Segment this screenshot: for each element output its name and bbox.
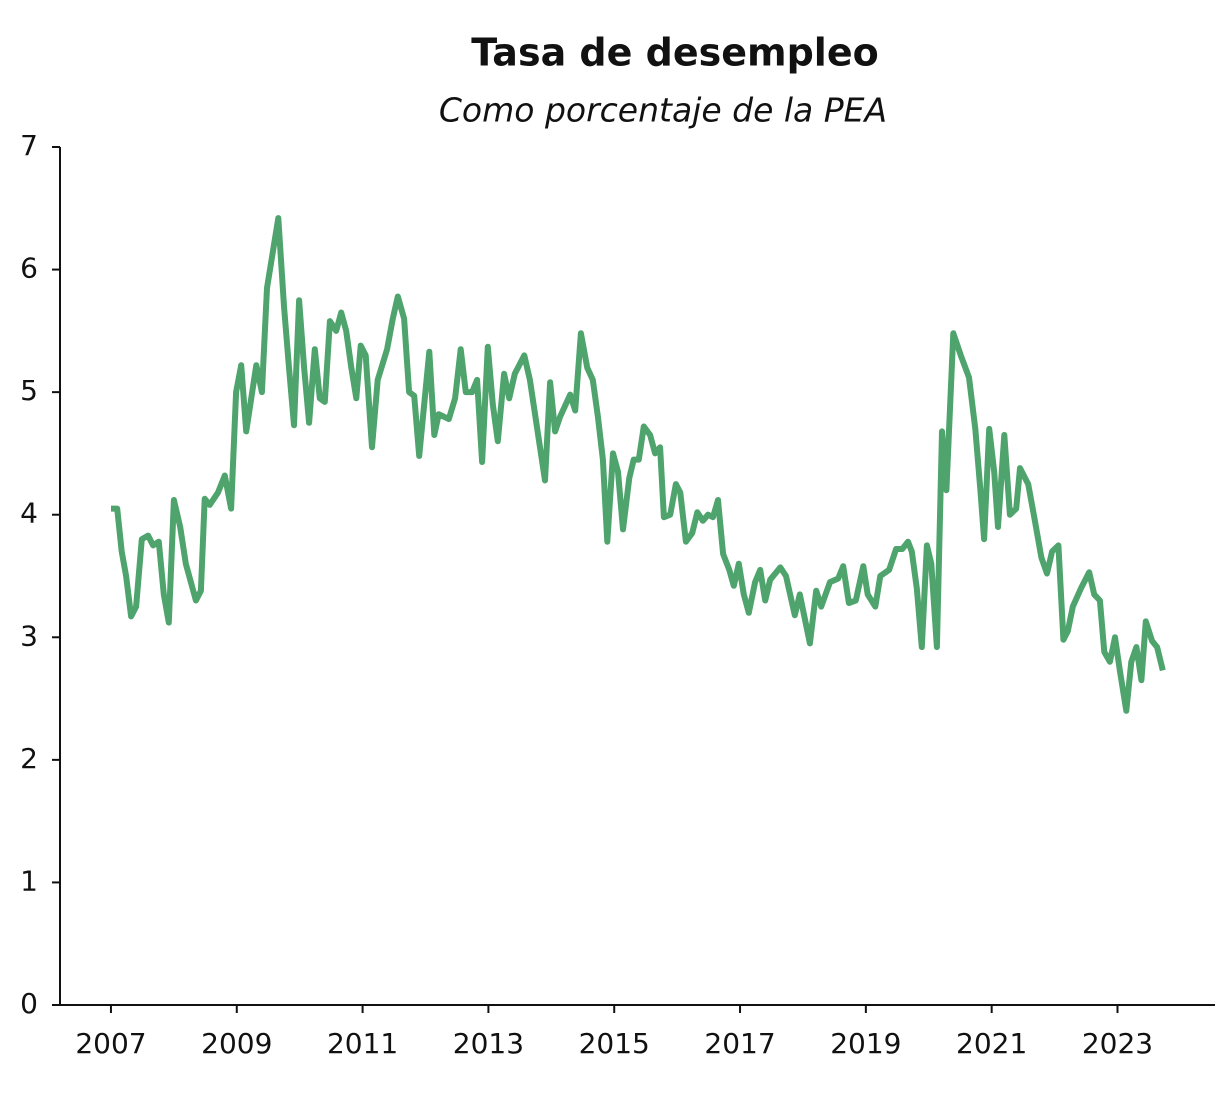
y-tick-label: 5 bbox=[20, 374, 38, 407]
x-tick-label: 2015 bbox=[579, 1027, 650, 1060]
chart-title: Tasa de desempleo bbox=[471, 31, 878, 75]
x-tick-label: 2021 bbox=[956, 1027, 1027, 1060]
x-tick-label: 2023 bbox=[1082, 1027, 1153, 1060]
y-tick-label: 4 bbox=[20, 497, 38, 530]
x-tick-label: 2011 bbox=[327, 1027, 398, 1060]
y-tick-label: 3 bbox=[20, 619, 38, 652]
y-tick-label: 2 bbox=[20, 742, 38, 775]
x-tick-label: 2017 bbox=[704, 1027, 775, 1060]
y-tick-label: 0 bbox=[20, 987, 38, 1020]
x-tick-label: 2013 bbox=[453, 1027, 524, 1060]
x-tick-label: 2009 bbox=[201, 1027, 272, 1060]
x-tick-label: 2007 bbox=[75, 1027, 146, 1060]
y-tick-label: 7 bbox=[20, 129, 38, 162]
x-tick-label: 2019 bbox=[830, 1027, 901, 1060]
y-tick-label: 1 bbox=[20, 864, 38, 897]
y-tick-label: 6 bbox=[20, 252, 38, 285]
data-line bbox=[111, 215, 1166, 714]
chart-subtitle: Como porcentaje de la PEA bbox=[439, 91, 887, 130]
